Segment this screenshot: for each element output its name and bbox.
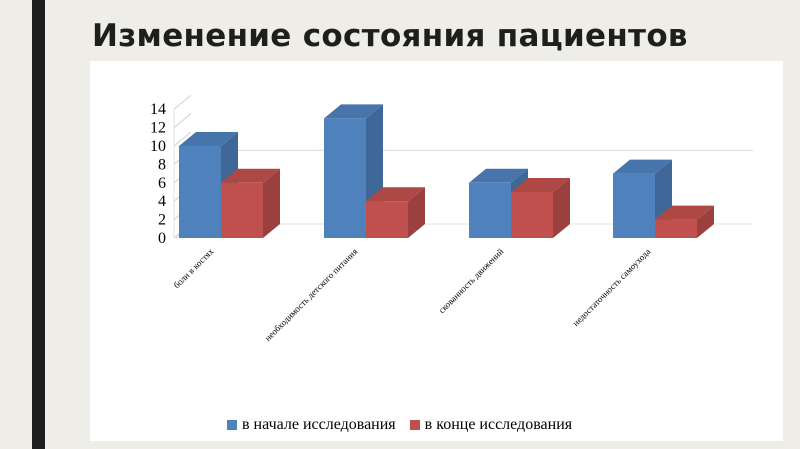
chart-legend: в начале исследования в конце исследовани… bbox=[227, 415, 572, 435]
y-tick-label-7: 14 bbox=[150, 101, 166, 118]
legend-label-0: в начале исследования bbox=[242, 416, 396, 433]
bar-s0-c0 bbox=[179, 146, 221, 238]
bar-s0-c3 bbox=[613, 173, 655, 238]
legend-swatch-1 bbox=[409, 420, 420, 430]
legend-item-1: в конце исследования bbox=[409, 416, 573, 434]
bar-side-s1-c0 bbox=[263, 168, 280, 238]
bar-s1-c3 bbox=[655, 219, 697, 238]
category-label-1: необходимость детского питания bbox=[263, 246, 360, 343]
bar-s0-c1 bbox=[324, 118, 366, 238]
bar-top-s1-c1 bbox=[366, 187, 425, 202]
bar-top-s0-c3 bbox=[613, 159, 672, 174]
y-tick-label-1: 2 bbox=[158, 212, 166, 229]
category-label-3: недостаточность самоухода bbox=[571, 246, 653, 328]
y-tick-label-4: 8 bbox=[158, 156, 166, 173]
y-tick-line-5 bbox=[173, 131, 192, 147]
bar-s1-c0 bbox=[221, 182, 263, 238]
y-tick-line-7 bbox=[173, 94, 192, 110]
category-label-2: скованность движений bbox=[437, 246, 506, 315]
bar-side-s1-c2 bbox=[553, 178, 570, 238]
y-tick-line-6 bbox=[173, 113, 192, 128]
y-tick-label-0: 0 bbox=[158, 230, 166, 247]
y-tick-label-2: 4 bbox=[158, 193, 166, 210]
y-tick-label-3: 6 bbox=[158, 175, 166, 192]
bar-side-s1-c3 bbox=[697, 205, 714, 238]
slide-accent-bar bbox=[32, 0, 45, 449]
chart-panel: 0 2 4 6 8 10 12 14 боли в костях необходимость де… bbox=[90, 61, 783, 441]
y-tick-label-5: 10 bbox=[150, 138, 166, 155]
bar-top-s0-c1 bbox=[324, 104, 383, 119]
bar-s0-c2 bbox=[469, 182, 511, 238]
y-tick-label-6: 12 bbox=[150, 120, 166, 137]
legend-swatch-0 bbox=[227, 420, 237, 430]
bar-top-s1-c3 bbox=[655, 205, 714, 220]
bar-top-s1-c0 bbox=[221, 168, 280, 183]
bar-top-s0-c0 bbox=[179, 132, 238, 146]
bar-s1-c1 bbox=[366, 201, 408, 238]
bar-s1-c2 bbox=[511, 192, 553, 238]
legend-item-0: в начале исследования bbox=[227, 416, 396, 434]
bar-top-s0-c2 bbox=[469, 168, 528, 183]
category-label-0: боли в костях bbox=[171, 246, 215, 290]
slide-title: Изменение состояния пациентов bbox=[92, 18, 688, 54]
legend-label-1: в конце исследования bbox=[424, 416, 573, 433]
bar-top-s1-c2 bbox=[511, 178, 570, 192]
bar-side-s1-c1 bbox=[408, 187, 425, 238]
